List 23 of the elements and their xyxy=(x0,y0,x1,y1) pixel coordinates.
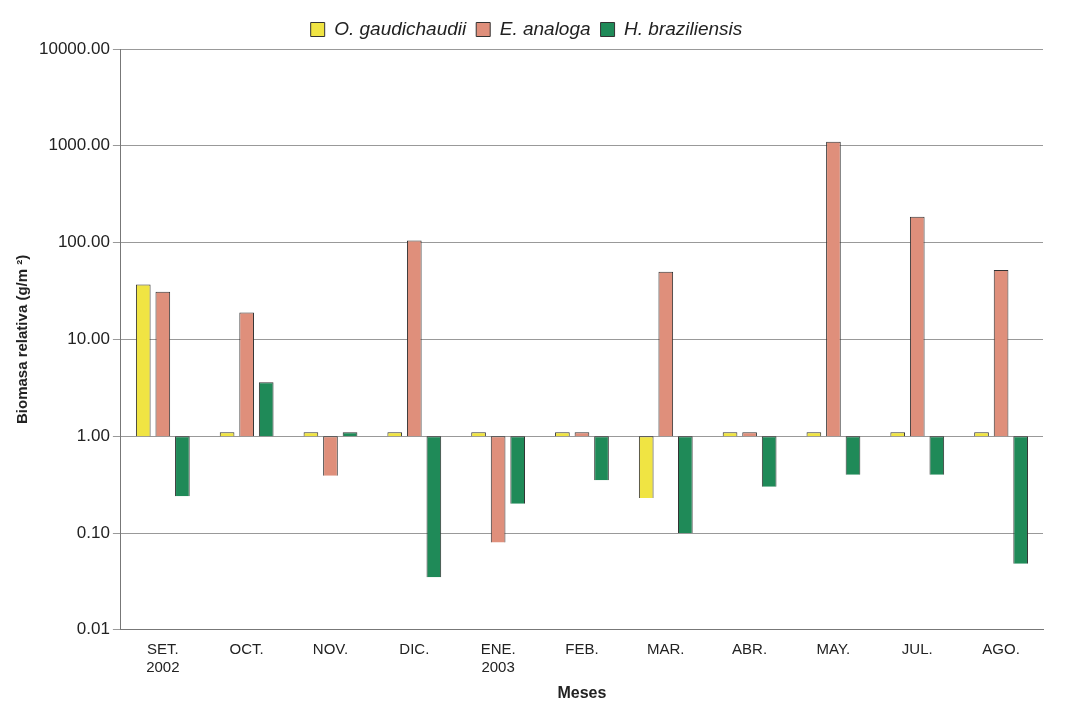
legend-label: H. braziliensis xyxy=(624,17,743,39)
x-tick-label: OCT. xyxy=(229,639,264,657)
x-tick-label: MAR. xyxy=(647,639,685,657)
x-axis-title: Meses xyxy=(557,683,607,701)
x-tick-label: ABR. xyxy=(732,639,768,657)
x-tick-label: AGO. xyxy=(982,639,1020,657)
legend-label: E. analoga xyxy=(499,17,591,39)
legend-label: O. gaudichaudii xyxy=(334,17,467,39)
x-tick-label: ENE. 2003 xyxy=(480,639,516,675)
y-tick-label: 1000.00 xyxy=(48,135,110,155)
y-tick-label: 100.00 xyxy=(57,232,110,252)
y-tick-label: 0.01 xyxy=(76,619,110,639)
y-axis-title: Biomasa relativa (g/m ²) xyxy=(13,254,31,425)
y-tick-label: 1.00 xyxy=(76,425,110,445)
x-tick-label: NOV. xyxy=(312,639,349,657)
y-tick-label: 10000.00 xyxy=(39,38,110,58)
x-tick-label: SET. 2002 xyxy=(146,639,180,675)
x-tick-label: FEB. xyxy=(565,639,599,657)
x-tick-label: JUL. xyxy=(901,639,933,657)
y-tick-label: 0.10 xyxy=(76,522,110,542)
x-tick-label: DIC. xyxy=(399,639,430,657)
x-tick-label: MAY. xyxy=(816,639,851,657)
y-tick-label: 10.00 xyxy=(67,329,110,349)
